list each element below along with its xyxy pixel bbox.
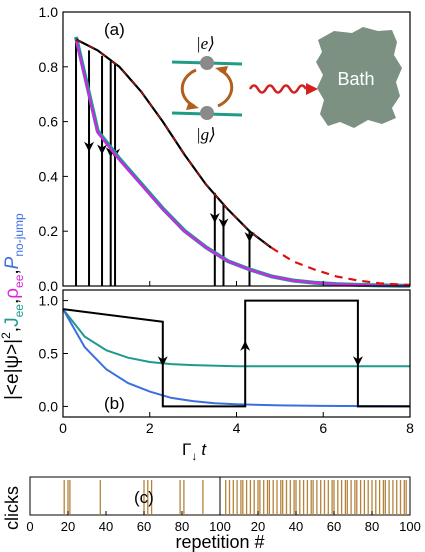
jump-arrow-icon	[84, 141, 95, 152]
panel-c-xtick-label: 20	[61, 519, 75, 534]
panel-c-xtick-label: 40	[289, 519, 303, 534]
jump-up-arrow-icon	[240, 340, 251, 351]
ylabel-j: J	[2, 317, 23, 327]
panel-a-ytick-label: 0.8	[39, 59, 59, 75]
panel-c-xtick-label: 0	[26, 519, 33, 534]
jump-arrow-icon	[97, 144, 108, 155]
bath-blob	[316, 27, 402, 128]
ylabel-p: P	[2, 256, 23, 269]
ylabel-rho-sub: ee	[12, 274, 26, 288]
ylabel-square: 2	[0, 332, 13, 339]
teal-curve	[62, 308, 410, 368]
quantum-trajectory	[62, 299, 410, 408]
jump-down-arrow-icon	[157, 356, 168, 367]
panel-b-ytick-label: 0.0	[39, 398, 59, 414]
panel-c: 0 20 20 40 40 60 60 80 80 100 100 (c) clicks repet…	[2, 476, 421, 552]
bath-label: Bath	[337, 69, 374, 89]
panel-c-left-frame	[29, 476, 221, 516]
ylabel-p-sub: no-jump	[12, 213, 26, 257]
panel-b-xticks: 0 2 4 6 8	[59, 412, 414, 436]
panel-b-xtick-label: 2	[146, 420, 154, 436]
panel-a-label: (a)	[104, 20, 125, 39]
panel-b-xlabel: Γ↓ t	[182, 440, 207, 463]
panel-b: 0.0 0.5 1.0 0 2 4 6 8 (b) Γ↓ t	[39, 289, 414, 463]
panel-b-xtick-label: 4	[233, 420, 241, 436]
drive-arrow-right-head	[215, 66, 228, 75]
emission-wiggle	[248, 84, 308, 94]
panel-a-plot	[74, 36, 411, 288]
ylabel-psi: |<e|ψ>|	[2, 339, 23, 400]
panel-c-right-frame	[219, 476, 411, 516]
no-jump-envelope-dashed	[270, 246, 411, 286]
xlabel-gamma: Γ	[182, 440, 191, 459]
panel-c-label: (c)	[134, 488, 154, 507]
ground-atom	[200, 106, 214, 120]
panel-c-xtick-label: 100	[209, 519, 231, 534]
panel-c-ylabel: clicks	[2, 486, 22, 530]
panel-c-xtick-label: 80	[175, 519, 189, 534]
drive-arrow-right	[217, 68, 234, 108]
panel-c-right-clicks	[225, 480, 407, 515]
panel-c-xticks: 0 20 20 40 40 60 60 80 80 100 100	[26, 511, 421, 534]
panel-a-ytick-label: 1.0	[39, 4, 59, 20]
ylabel-comma-3: ,	[2, 269, 23, 274]
panel-a-ytick-label: 0.4	[39, 168, 59, 184]
panel-c-xtick-label: 40	[99, 519, 113, 534]
ylabel-j-sub: ee	[12, 304, 26, 318]
rho-ee-curve	[75, 39, 410, 287]
ket-g-label: |g⟩	[196, 125, 216, 144]
panel-c-left-clicks	[63, 480, 204, 515]
drive-arrow-left	[180, 68, 197, 108]
y-axis-label: |<e|ψ>|2,Jee,ρee,Pno-jump	[0, 213, 26, 400]
panel-b-xtick-label: 8	[406, 420, 414, 436]
panel-a-ytick-label: 0.0	[39, 278, 59, 294]
panel-a-yticks: 0.0 0.2 0.4 0.6 0.8 1.0	[39, 4, 411, 294]
panel-b-yticks: 0.0 0.5 1.0	[39, 293, 68, 414]
panel-c-xtick-label: 20	[251, 519, 265, 534]
panel-b-xtick-label: 6	[319, 420, 327, 436]
panel-b-xtick-label: 0	[59, 420, 67, 436]
ylabel-comma-1: ,	[2, 327, 23, 332]
panel-c-xtick-label: 100	[399, 519, 421, 534]
panel-a-ytick-label: 0.6	[39, 114, 59, 130]
ket-e-label: |e⟩	[196, 34, 215, 53]
panel-c-xlabel: repetition #	[175, 532, 264, 552]
blue-curve	[62, 308, 411, 408]
no-jump-envelope-overlay	[75, 38, 272, 248]
jump-arrow-icon	[209, 212, 220, 223]
xlabel-t: t	[201, 440, 207, 459]
excited-atom	[200, 56, 214, 70]
panel-c-xtick-label: 60	[327, 519, 341, 534]
jump-arrow-icon	[218, 218, 229, 229]
inset-two-level-system: |e⟩ |g⟩ Bath	[171, 27, 402, 144]
ylabel-comma-2: ,	[2, 299, 23, 304]
panel-a-ytick-label: 0.2	[39, 223, 59, 239]
panel-b-ytick-label: 0.5	[39, 346, 59, 362]
emission-arrow-head	[306, 83, 318, 95]
panel-b-plot	[62, 299, 411, 408]
jump-down-arrow-icon	[352, 356, 363, 367]
panel-b-label: (b)	[104, 394, 125, 413]
xlabel-gamma-sub: ↓	[191, 449, 197, 463]
panel-c-xtick-label: 80	[365, 519, 379, 534]
ylabel-rho: ρ	[2, 288, 23, 299]
panel-b-ytick-label: 1.0	[39, 293, 59, 309]
jump-arrow-icon	[244, 232, 255, 243]
drive-arrow-left-head	[186, 101, 199, 110]
panel-c-xtick-label: 60	[137, 519, 151, 534]
panel-a: 0.0 0.2 0.4 0.6 0.8 1.0 (a) |e⟩ |g⟩ Bath	[39, 4, 411, 294]
